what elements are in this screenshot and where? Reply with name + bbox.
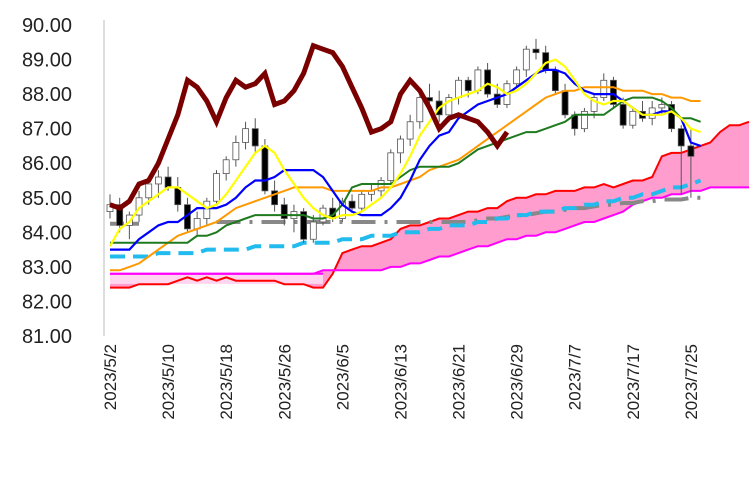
candle-body [271,190,278,206]
candle-body [455,79,462,98]
y-tick-label: 84.00 [22,222,72,244]
x-tick-label: 2023/6/21 [450,344,469,420]
y-tick-label: 82.00 [22,291,72,313]
x-tick-label: 2023/6/5 [333,344,352,410]
orange-moving-average [110,86,701,272]
x-axis-tick-labels: 2023/5/2 2023/5/10 2023/5/18 2023/5/26 2023/… [101,344,701,420]
candle-body [513,69,521,85]
candle-body [484,69,491,95]
candle-body [155,176,162,185]
candle-body [629,110,637,126]
y-tick-label: 87.00 [22,119,72,141]
candle-body [145,183,153,199]
kijun-line [110,96,701,244]
candle-body [164,176,172,188]
plot-area [106,38,750,289]
x-tick-label: 2023/5/10 [159,344,178,420]
candle-body [600,79,608,98]
candle-body [397,138,404,154]
candle-body [348,200,356,209]
x-tick-label: 2023/5/2 [101,344,120,410]
x-tick-label: 2023/6/13 [391,344,410,420]
candle-body [532,48,540,54]
candle-body [280,204,288,219]
candle-body [590,97,598,112]
candle-body [687,145,695,157]
candle-body [232,142,240,161]
y-tick-label: 81.00 [22,326,72,348]
candle-body [474,69,482,92]
x-tick-label: 2023/7/7 [566,344,585,410]
y-tick-label: 85.00 [22,188,72,210]
candle-body [610,79,617,105]
candle-body [464,79,472,92]
candle-body [116,204,124,226]
cyan-dashed-line [110,178,702,259]
chikou-span-line [109,42,510,211]
candle-body [300,211,308,240]
x-tick-label: 2023/7/25 [682,344,701,420]
candle-body [377,180,385,192]
x-tick-label: 2023/7/17 [624,344,643,420]
x-tick-label: 2023/5/18 [217,344,236,420]
x-tick-label: 2023/6/29 [508,344,527,420]
candle-body [242,128,249,143]
candle-body [668,104,675,130]
candle-body [551,69,559,92]
y-tick-label: 89.00 [22,50,72,72]
y-tick-label: 83.00 [22,257,72,279]
candle-body [677,128,685,147]
candle-body [338,200,346,219]
candle-body [619,104,627,126]
candle-body [222,159,230,174]
y-tick-label: 88.00 [22,84,72,106]
y-tick-label: 86.00 [22,153,72,175]
candle-body [261,145,269,192]
candle-body [309,221,317,240]
candle-body [358,193,366,209]
y-tick-label: 90.00 [22,15,72,37]
candle-body [522,48,530,71]
candle-body [416,97,424,123]
x-tick-label: 2023/5/26 [275,344,294,420]
candle-body [445,97,453,116]
candle-body [203,200,211,219]
candle-body [406,121,414,140]
candle-body [387,152,395,181]
candle-body [561,90,569,116]
candle-body [251,128,259,147]
candle-body [658,104,666,109]
y-axis-tick-labels: 90.00 89.00 88.00 87.00 86.00 85.00 84.00 83.00… [22,15,72,348]
candle-body [581,110,588,130]
cloud-dotted-band [110,273,323,284]
gray-dashed-line [216,195,701,224]
yellow-moving-average [109,58,701,247]
candle-body [213,173,220,202]
